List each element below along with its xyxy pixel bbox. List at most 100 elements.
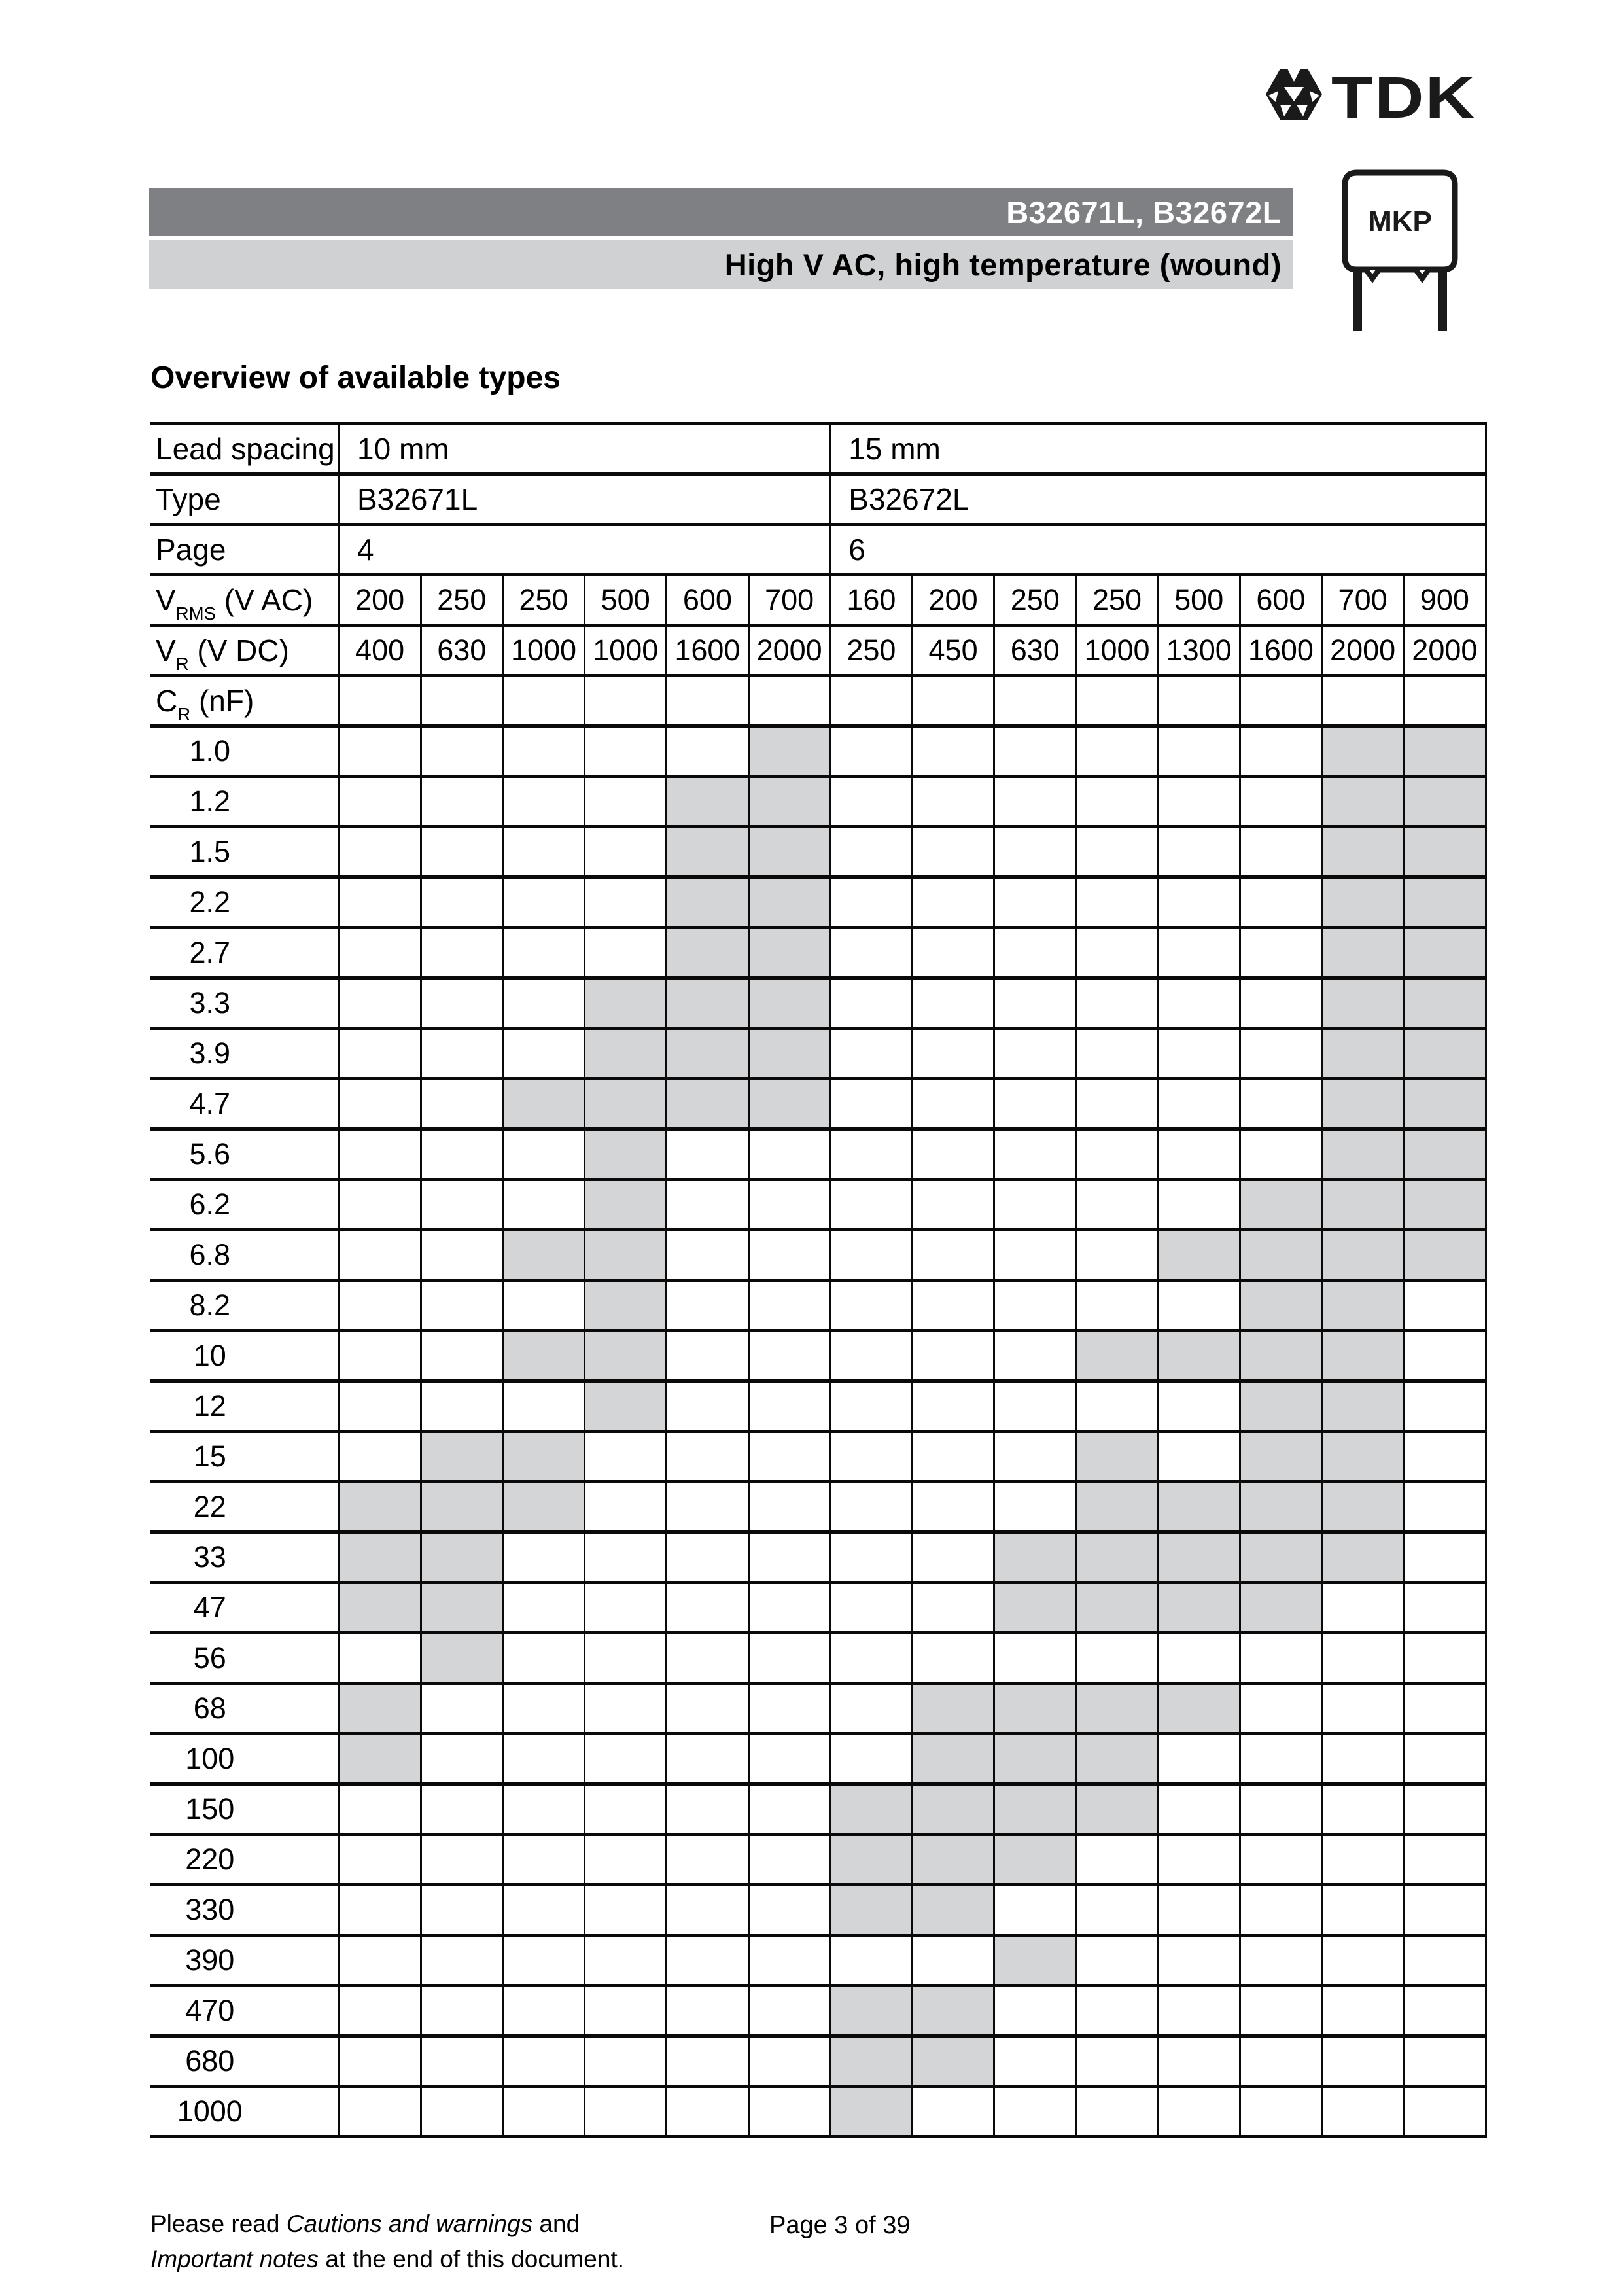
capacitance-label: 1.2 [150,775,339,827]
availability-cell-shaded [1075,1480,1159,1532]
availability-cell-empty [829,1027,913,1079]
availability-cell-shaded [829,2085,913,2138]
availability-cell-shaded [1403,1228,1487,1280]
availability-cell-empty [1238,1782,1322,1835]
availability-cell-empty [911,1027,994,1079]
capacitance-row: 33 [150,1530,1487,1583]
vrms-value: 250 [993,573,1076,626]
availability-cell-empty [419,926,503,978]
availability-cell-empty [665,1127,749,1180]
availability-cell-empty [993,1228,1076,1280]
availability-cell-empty [338,976,421,1029]
availability-cell-empty [419,875,503,928]
capacitance-label: 3.3 [150,976,339,1029]
empty-cell [1157,674,1240,726]
availability-cell-empty [1075,724,1159,777]
capacitance-label: 3.9 [150,1027,339,1079]
vr-value: 1000 [501,624,585,676]
availability-cell-empty [1157,1127,1240,1180]
capacitance-label: 33 [150,1530,339,1583]
availability-cell-shaded [419,1430,503,1482]
availability-cell-shaded [338,1581,421,1633]
availability-cell-empty [501,926,585,978]
capacitance-label: 680 [150,2034,339,2087]
availability-cell-empty [1157,1279,1240,1331]
capacitance-row: 22 [150,1480,1487,1532]
availability-cell-empty [829,1178,913,1230]
availability-cell-empty [501,1782,585,1835]
capacitance-label: 6.8 [150,1228,339,1280]
availability-cell-empty [1320,1984,1404,2036]
availability-cell-empty [1238,1682,1322,1734]
availability-cell-empty [747,1682,831,1734]
availability-cell-empty [993,1127,1076,1180]
availability-cell-shaded [665,1077,749,1129]
capacitance-row: 1000 [150,2085,1487,2138]
capacitance-row: 2.2 [150,875,1487,928]
availability-cell-shaded [338,1480,421,1532]
availability-cell-empty [584,724,667,777]
vr-value: 1600 [1238,624,1322,676]
availability-cell-empty [419,1883,503,1935]
availability-cell-empty [747,2034,831,2087]
availability-cell-empty [993,2085,1076,2138]
vrms-value: 250 [501,573,585,626]
capacitance-row: 5.6 [150,1127,1487,1180]
availability-cell-shaded [993,1581,1076,1633]
meta-value-15mm: 15 mm [829,422,1487,474]
vr-label: VR (V DC) [150,624,339,676]
availability-cell-shaded [584,1178,667,1230]
capacitance-row: 56 [150,1631,1487,1684]
availability-cell-empty [501,1833,585,1885]
empty-cell [338,674,421,726]
availability-cell-empty [338,2085,421,2138]
capacitance-row: 680 [150,2034,1487,2087]
availability-cell-shaded [501,1228,585,1280]
availability-cell-empty [338,926,421,978]
availability-cell-empty [829,1480,913,1532]
availability-cell-empty [911,1480,994,1532]
capacitance-label: 100 [150,1732,339,1784]
availability-cell-empty [584,1883,667,1935]
footer-note: Please read Cautions and warnings and Im… [150,2206,624,2277]
capacitance-row: 1.0 [150,724,1487,777]
empty-cell [1320,674,1404,726]
vrms-value: 200 [338,573,421,626]
availability-cell-empty [993,976,1076,1029]
availability-cell-shaded [1320,1480,1404,1532]
availability-cell-empty [1320,2085,1404,2138]
availability-cell-shaded [829,1883,913,1935]
availability-cell-empty [501,724,585,777]
availability-cell-empty [1157,2034,1240,2087]
availability-cell-empty [829,976,913,1029]
availability-cell-empty [665,1934,749,1986]
empty-cell [584,674,667,726]
availability-cell-empty [665,1530,749,1583]
availability-cell-shaded [829,1833,913,1885]
vr-value: 250 [829,624,913,676]
capacitance-label: 10 [150,1329,339,1381]
availability-cell-empty [1403,1782,1487,1835]
availability-cell-empty [1403,1883,1487,1935]
meta-label: Lead spacing [150,422,339,474]
capacitance-row: 470 [150,1984,1487,2036]
availability-cell-shaded [1320,825,1404,877]
availability-cell-empty [1157,2085,1240,2138]
availability-cell-shaded [584,1379,667,1432]
capacitance-row: 6.8 [150,1228,1487,1280]
availability-cell-empty [338,775,421,827]
availability-cell-shaded [829,1984,913,2036]
series-subtitle: High V AC, high temperature (wound) [724,247,1282,282]
availability-cell-shaded [1238,1178,1322,1230]
availability-cell-empty [501,875,585,928]
availability-cell-shaded [1403,976,1487,1029]
availability-cell-empty [1238,1934,1322,1986]
availability-cell-shaded [665,976,749,1029]
availability-cell-shaded [1075,1329,1159,1381]
availability-cell-empty [1320,1833,1404,1885]
availability-cell-empty [993,1984,1076,2036]
availability-cell-empty [338,1833,421,1885]
availability-cell-empty [911,1279,994,1331]
availability-cell-empty [665,1984,749,2036]
availability-cell-empty [1320,1883,1404,1935]
